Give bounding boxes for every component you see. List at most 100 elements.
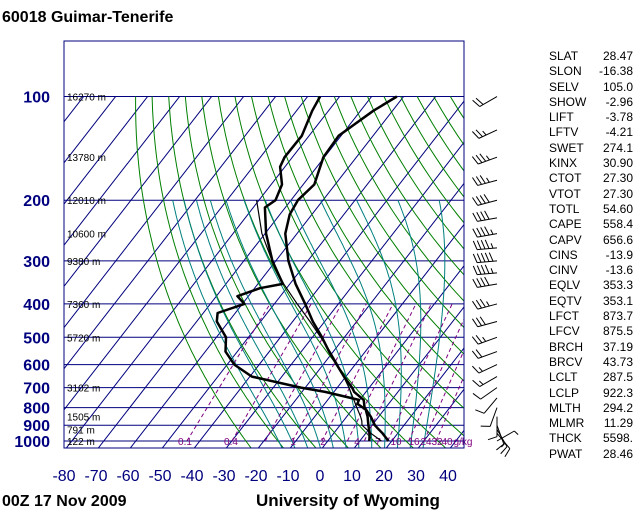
isotherm-line — [353, 306, 464, 448]
dry-adiabat-line — [251, 96, 464, 437]
dry-adiabat-line — [168, 96, 317, 448]
wind-barb — [472, 239, 498, 251]
wind-barb — [472, 264, 498, 276]
height-label: 9380 m — [67, 257, 100, 268]
mixing-ratio-label: g/kg — [454, 437, 473, 448]
height-label: 3102 m — [67, 384, 100, 395]
pressure-tick-label: 1000 — [14, 434, 50, 451]
index-value: 30.90 — [602, 156, 633, 171]
index-row: LFCT 873.7 — [549, 309, 633, 324]
isotherm-line — [417, 388, 464, 448]
index-name: MLTH — [549, 400, 581, 415]
mixing-ratio-label: 0.1 — [178, 437, 192, 448]
index-row: TOTL 54.60 — [549, 202, 633, 217]
index-row: EQTV 353.1 — [549, 294, 633, 309]
index-row: EQLV 353.3 — [549, 278, 633, 293]
index-value: 28.47 — [602, 49, 633, 63]
index-value: 274.1 — [602, 140, 633, 155]
index-row: CINV -13.6 — [549, 263, 633, 278]
source-credit: University of Wyoming — [256, 491, 440, 510]
index-name: CINS — [549, 247, 578, 262]
isotherm-line — [65, 96, 340, 448]
temperature-tick-label: 0 — [316, 468, 325, 485]
profile-line — [284, 95, 398, 442]
pressure-tick-label: 800 — [23, 401, 50, 418]
mixing-ratio-label: 4 — [354, 437, 360, 448]
moist-adiabat-line — [356, 199, 402, 448]
index-value: 27.30 — [602, 186, 633, 201]
mixing-ratio-line — [387, 303, 453, 442]
height-label: 1505 m — [67, 413, 100, 424]
index-row: SLAT 28.47 — [549, 49, 633, 64]
moist-adiabat-line — [209, 200, 322, 448]
index-name: EQLV — [549, 278, 581, 293]
wind-barb — [471, 349, 498, 359]
wind-barb — [472, 387, 498, 400]
wind-barb — [472, 96, 498, 107]
pressure-tick-label: 100 — [23, 90, 50, 107]
dry-adiabat-line — [333, 96, 464, 302]
index-name: LFCV — [549, 324, 580, 339]
wind-barb — [475, 397, 498, 414]
index-value: 27.30 — [602, 171, 633, 186]
isotherm-line — [193, 100, 464, 448]
dry-adiabat-line — [151, 96, 285, 448]
index-name: LFCT — [549, 309, 579, 324]
index-value: 353.1 — [602, 293, 633, 308]
index-name: BRCV — [549, 354, 583, 369]
index-row: THCK 5598. — [549, 431, 633, 446]
mixing-ratio-label: 1 — [290, 437, 296, 448]
index-value: -3.78 — [605, 110, 633, 125]
mixing-ratio-label: 16 — [408, 437, 420, 448]
index-value: 656.6 — [602, 232, 633, 247]
index-value: -4.21 — [605, 125, 633, 140]
index-value: 287.5 — [602, 370, 633, 385]
moist-adiabat-line — [422, 200, 446, 448]
mixing-ratio-line — [292, 303, 367, 442]
index-value: -2.96 — [605, 94, 633, 109]
index-name: THCK — [549, 431, 582, 446]
height-label: 13780 m — [67, 153, 106, 164]
index-value: 105.0 — [602, 79, 633, 94]
index-value: -16.38 — [598, 64, 633, 79]
wind-barb — [471, 335, 498, 345]
height-label: 791 m — [67, 425, 95, 436]
mixing-ratio-label: 40 — [441, 437, 453, 448]
pressure-tick-label: 300 — [23, 254, 50, 271]
stability-indices-table: SLAT 28.47 SLON -16.38 SELV 105.0 SHOW -2.96 LIF… — [549, 49, 633, 462]
index-row: VTOT 27.30 — [549, 187, 633, 202]
wind-barb — [472, 276, 498, 288]
index-row: CAPE 558.4 — [549, 217, 633, 232]
moist-adiabat-line — [397, 200, 422, 448]
index-name: CTOT — [549, 171, 582, 186]
temperature-tick-label: -10 — [276, 468, 299, 485]
pressure-tick-label: 200 — [23, 193, 50, 210]
moist-adiabat-line — [243, 200, 347, 448]
wind-barb — [480, 407, 498, 427]
moist-adiabat-line — [172, 200, 283, 448]
index-value: 54.60 — [602, 201, 633, 216]
mixing-ratio-line — [423, 349, 464, 442]
temperature-tick-label: 10 — [343, 468, 361, 485]
index-name: TOTL — [549, 201, 580, 216]
index-row: CAPV 656.6 — [549, 233, 633, 248]
temperature-tick-label: 40 — [439, 468, 457, 485]
index-name: LIFT — [549, 110, 574, 125]
isotherm-line — [64, 96, 212, 288]
mixing-ratio-line — [435, 375, 464, 442]
temperature-tick-label: -80 — [52, 468, 75, 485]
wind-barb — [472, 316, 498, 328]
wind-barb — [472, 194, 498, 206]
profile-line — [215, 95, 371, 442]
height-label: 12010 m — [67, 196, 106, 207]
plot-frame — [63, 40, 465, 449]
dry-adiabat-line — [300, 96, 464, 355]
index-row: SLON -16.38 — [549, 64, 633, 79]
index-row: LCLT 287.5 — [549, 370, 633, 385]
wind-barb — [496, 430, 519, 442]
isotherm-line — [321, 264, 464, 448]
pressure-tick-label: 400 — [23, 297, 50, 314]
index-value: 28.46 — [602, 446, 633, 461]
